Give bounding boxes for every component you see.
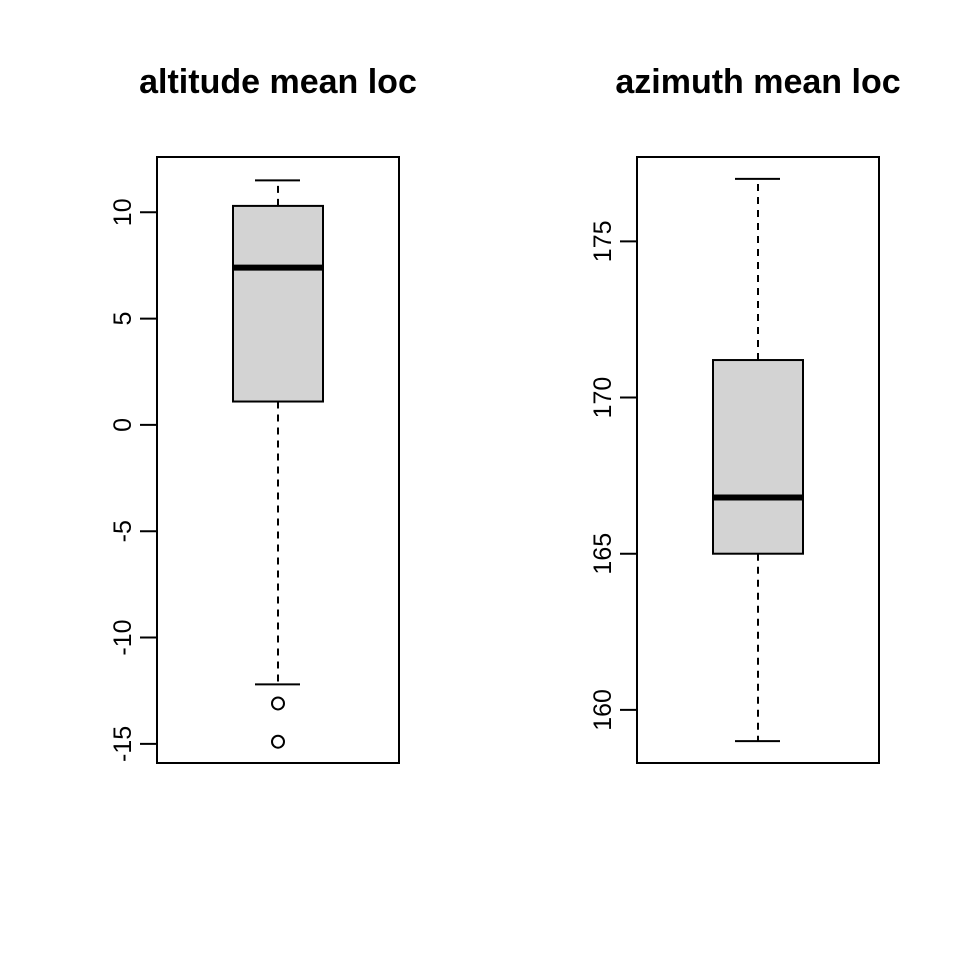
y-tick-label: -10 [109,619,137,655]
chart-title: azimuth mean loc [615,63,900,101]
panel-azimuth: azimuth mean loc 160 165 170 175 [589,63,901,764]
y-tick-label: -15 [109,726,137,762]
outlier-point [271,734,285,749]
y-tick-label: 170 [589,377,617,419]
y-tick-label: 5 [109,312,137,326]
y-tick-label: 10 [109,198,137,226]
y-tick-label: 160 [589,689,617,731]
chart-title: altitude mean loc [139,63,417,101]
iqr-box [232,204,324,403]
y-tick-label: 0 [109,418,137,432]
y-tick-label: 175 [589,220,617,262]
y-tick-label: -5 [109,520,137,542]
y-tick-label: 165 [589,533,617,575]
iqr-box [712,359,804,555]
outlier-point [271,696,285,711]
panel-altitude: altitude mean loc -15 -10 -5 0 5 10 [109,63,417,764]
